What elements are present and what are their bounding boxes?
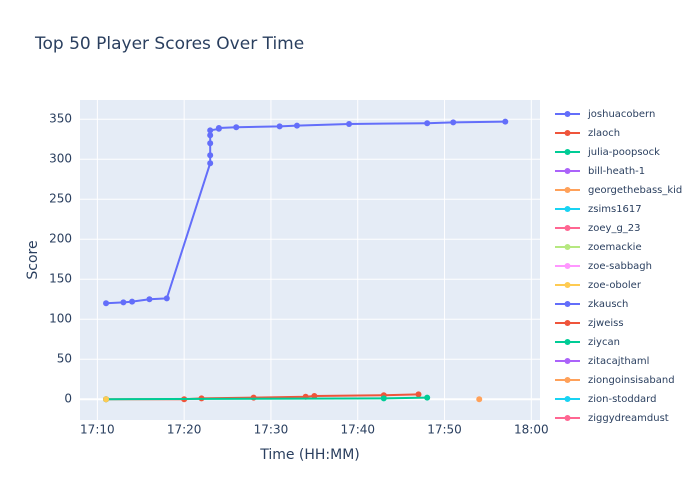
legend-marker	[564, 358, 571, 364]
legend-marker	[564, 244, 571, 250]
x-tick-label: 17:30	[254, 423, 289, 437]
legend-label: zkausch	[588, 299, 628, 310]
point	[120, 299, 127, 306]
x-tick-label: 17:10	[80, 423, 115, 437]
legend-marker	[564, 187, 571, 193]
legend-marker	[564, 320, 571, 326]
point	[146, 296, 153, 303]
point	[424, 120, 431, 127]
legend-label: zsims1617	[588, 204, 642, 215]
x-axis-title: Time (HH:MM)	[259, 447, 360, 463]
point	[207, 127, 214, 134]
point	[233, 124, 240, 131]
legend-label: ziycan	[588, 337, 620, 348]
point	[424, 394, 431, 401]
legend-label: bill-heath-1	[588, 166, 645, 177]
legend-label: zion-stoddard	[588, 394, 656, 405]
legend-label: zlaoch	[588, 128, 620, 139]
legend-marker	[564, 301, 571, 307]
y-tick-label: 50	[57, 352, 72, 366]
point	[502, 118, 509, 125]
y-axis-title: Score	[25, 240, 41, 279]
point	[207, 132, 214, 139]
legend-marker	[564, 263, 571, 269]
y-tick-label: 0	[64, 392, 72, 406]
legend-label: zoemackie	[588, 242, 642, 253]
legend-marker	[564, 282, 571, 288]
x-tick-label: 18:00	[514, 423, 549, 437]
legend-label: zitacajthaml	[588, 356, 649, 367]
y-tick-label: 200	[49, 232, 72, 246]
point	[476, 396, 483, 403]
legend-marker	[564, 415, 571, 421]
point	[129, 298, 136, 305]
point	[415, 391, 422, 398]
point	[163, 295, 170, 302]
point	[346, 121, 353, 127]
legend-marker	[564, 111, 571, 117]
legend-marker	[564, 130, 571, 136]
legend-label: julia-poopsock	[587, 147, 660, 158]
y-tick-label: 100	[49, 312, 72, 326]
point	[276, 123, 283, 130]
point	[311, 393, 318, 399]
point	[103, 396, 110, 403]
point	[215, 125, 222, 131]
point	[207, 140, 214, 147]
x-tick-label: 17:40	[340, 423, 375, 437]
x-tick-label: 17:20	[167, 423, 202, 437]
y-tick-label: 300	[49, 152, 72, 166]
legend-marker	[564, 168, 571, 174]
x-tick-label: 17:50	[427, 423, 462, 437]
point	[103, 300, 110, 307]
legend-label: ziggydreamdust	[588, 413, 669, 424]
point	[207, 152, 214, 159]
y-tick-label: 150	[49, 272, 72, 286]
legend-marker	[564, 225, 571, 231]
y-tick-label: 250	[49, 192, 72, 206]
legend-marker	[564, 339, 571, 345]
legend-label: zoe-sabbagh	[588, 261, 652, 272]
legend-label: joshuacobern	[587, 109, 655, 120]
point	[380, 395, 387, 402]
legend-label: georgethebass_kid	[588, 185, 682, 196]
legend-label: zoey_g_23	[588, 223, 641, 234]
point	[450, 119, 457, 126]
plot-area	[80, 100, 540, 420]
chart-title: Top 50 Player Scores Over Time	[34, 34, 304, 54]
point	[293, 122, 300, 129]
legend-label: ziongoinsisaband	[588, 375, 675, 386]
legend-marker	[564, 206, 571, 212]
legend-marker	[564, 149, 571, 155]
y-tick-label: 350	[49, 112, 72, 126]
legend-label: zoe-oboler	[588, 280, 642, 291]
legend-marker	[564, 377, 571, 383]
legend-marker	[564, 396, 571, 402]
legend-label: zjweiss	[588, 318, 624, 329]
point	[207, 160, 214, 167]
